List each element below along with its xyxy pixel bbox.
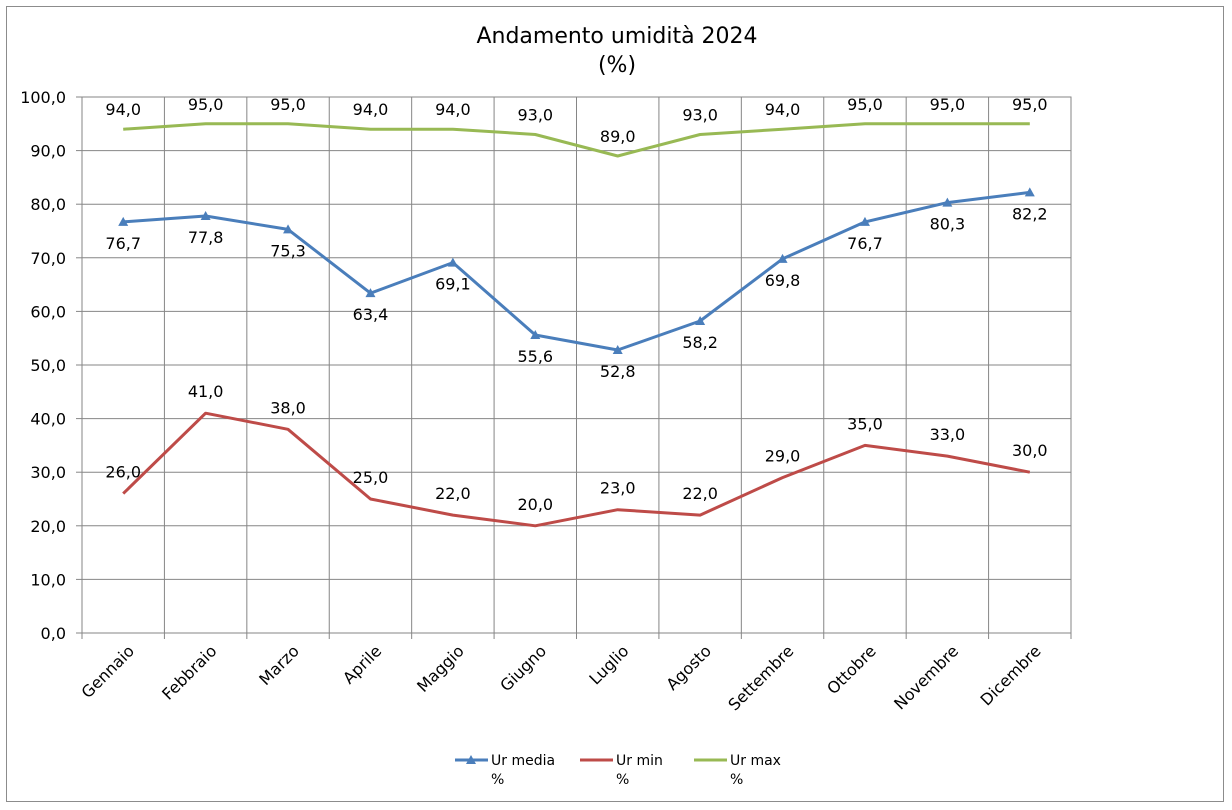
point-marker — [777, 253, 788, 263]
data-label-max: 94,0 — [765, 100, 801, 119]
legend-marker — [466, 755, 476, 764]
chart-title: Andamento umidità 2024 — [476, 24, 757, 49]
data-label-media: 69,8 — [765, 271, 801, 290]
y-tick-label: 40,0 — [30, 410, 66, 429]
data-label-max: 93,0 — [682, 106, 718, 125]
data-label-max: 94,0 — [435, 100, 471, 119]
legend-unit-max: % — [730, 772, 743, 788]
x-tick-label: Ottobre — [823, 641, 880, 698]
x-tick-label: Luglio — [585, 641, 632, 688]
y-tick-label: 10,0 — [30, 570, 66, 589]
legend-unit-min: % — [616, 772, 629, 788]
data-label-media: 76,7 — [105, 234, 141, 253]
x-tick-label: Aprile — [339, 641, 385, 687]
y-tick-label: 90,0 — [30, 142, 66, 161]
data-label-max: 93,0 — [517, 106, 553, 125]
y-tick-label: 60,0 — [30, 302, 66, 321]
data-label-media: 80,3 — [930, 215, 966, 234]
y-tick-label: 80,0 — [30, 195, 66, 214]
point-marker — [365, 288, 376, 298]
x-tick-label: Dicembre — [977, 641, 1045, 709]
data-label-max: 95,0 — [847, 95, 883, 114]
data-label-media: 77,8 — [188, 228, 224, 247]
data-label-max: 95,0 — [1012, 95, 1048, 114]
data-label-min: 22,0 — [682, 484, 718, 503]
y-tick-label: 0,0 — [41, 624, 66, 643]
series-line-media — [123, 190, 1030, 352]
y-tick-label: 100,0 — [20, 88, 66, 107]
data-label-max: 94,0 — [105, 100, 141, 119]
plot-area: 0,0 10,0 20,0 30,0 40,0 50,0 60,0 70,0 80,0 90,0 1… — [20, 88, 1072, 714]
chart-subtitle: (%) — [598, 53, 636, 78]
point-marker — [942, 197, 953, 207]
point-marker — [118, 216, 129, 226]
data-label-max: 89,0 — [600, 127, 636, 146]
point-marker — [859, 216, 870, 226]
legend-label-min: Ur min — [616, 753, 663, 769]
data-label-min: 30,0 — [1012, 441, 1048, 460]
data-label-media: 58,2 — [682, 333, 718, 352]
x-tick-label: Settembre — [724, 641, 797, 714]
data-label-min: 23,0 — [600, 479, 636, 498]
data-label-media: 63,4 — [353, 305, 389, 324]
x-tick-label: Maggio — [413, 641, 468, 696]
data-label-media: 55,6 — [517, 347, 553, 366]
x-tick-label: Gennaio — [78, 641, 139, 702]
data-label-max: 95,0 — [930, 95, 966, 114]
y-tick-label: 30,0 — [30, 463, 66, 482]
data-label-min: 33,0 — [930, 425, 966, 444]
x-tick-label: Marzo — [255, 641, 303, 689]
data-label-max: 95,0 — [270, 95, 306, 114]
point-marker — [283, 224, 294, 234]
data-label-min: 41,0 — [188, 382, 224, 401]
point-marker — [1024, 187, 1035, 197]
y-tick-label: 70,0 — [30, 249, 66, 268]
data-label-media: 82,2 — [1012, 204, 1048, 223]
x-tick-label: Febbraio — [158, 641, 220, 703]
y-tick-label: 20,0 — [30, 517, 66, 536]
data-label-max: 94,0 — [353, 100, 389, 119]
data-label-media: 75,3 — [270, 241, 306, 260]
legend-label-media: Ur media — [491, 753, 555, 769]
point-marker — [612, 344, 623, 354]
x-tick-label: Giugno — [496, 641, 550, 695]
data-label-min: 29,0 — [765, 447, 801, 466]
x-tick-label: Agosto — [662, 641, 715, 694]
data-label-media: 69,1 — [435, 275, 471, 294]
point-marker — [200, 210, 211, 220]
y-tick-label: 50,0 — [30, 356, 66, 375]
data-label-max: 95,0 — [188, 95, 224, 114]
point-marker — [530, 329, 541, 339]
data-label-min: 35,0 — [847, 414, 883, 433]
data-label-min: 22,0 — [435, 484, 471, 503]
point-marker — [695, 316, 706, 326]
data-label-min: 25,0 — [353, 468, 389, 487]
legend: Ur media% Ur min% Ur max% — [455, 753, 781, 788]
data-label-min: 26,0 — [105, 463, 141, 482]
data-label-min: 38,0 — [270, 398, 306, 417]
legend-unit-media: % — [491, 772, 504, 788]
series-line-min — [122, 411, 1031, 528]
point-marker — [447, 257, 458, 267]
legend-label-max: Ur max — [730, 753, 781, 769]
x-tick-label: Novembre — [890, 641, 962, 713]
data-label-min: 20,0 — [517, 495, 553, 514]
chart-frame — [6, 6, 1224, 802]
data-label-media: 76,7 — [847, 234, 883, 253]
data-label-media: 52,8 — [600, 362, 636, 381]
series-line-max — [123, 122, 1030, 158]
